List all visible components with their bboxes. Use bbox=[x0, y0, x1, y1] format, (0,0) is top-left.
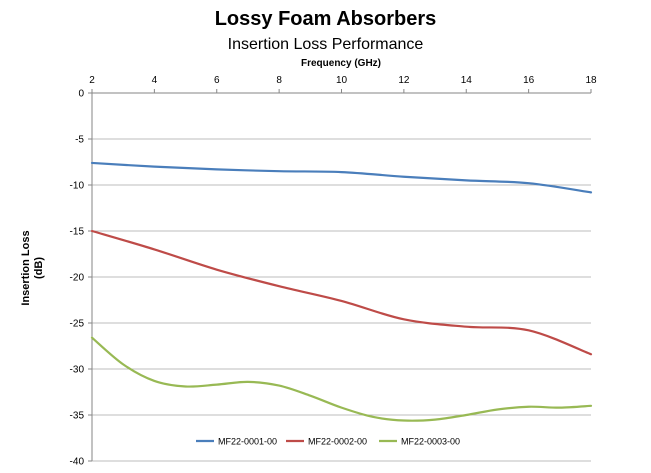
x-tick-label-6: 14 bbox=[461, 75, 473, 86]
chart-title: Lossy Foam Absorbers bbox=[214, 8, 437, 30]
x-tick-label-0: 2 bbox=[89, 75, 95, 86]
y-tick-label-4: -20 bbox=[70, 273, 85, 284]
series-line-2 bbox=[90, 336, 593, 422]
y-tick-label-3: -15 bbox=[70, 227, 85, 238]
y-tick-label-1: -5 bbox=[75, 135, 84, 146]
x-tick-label-8: 18 bbox=[585, 75, 597, 86]
x-tick-label-4: 10 bbox=[336, 75, 348, 86]
chart-subtitle: Insertion Loss Performance bbox=[227, 36, 424, 53]
legend-label-1: MF22-0002-00 bbox=[308, 437, 367, 447]
y-tick-label-2: -10 bbox=[70, 181, 85, 192]
x-tick-label-3: 8 bbox=[276, 75, 282, 86]
y-tick-label-5: -25 bbox=[70, 319, 85, 330]
axes bbox=[88, 89, 592, 462]
y-tick-label-7: -35 bbox=[70, 411, 85, 422]
x-tick-label-7: 16 bbox=[523, 75, 535, 86]
series-line-0 bbox=[90, 161, 593, 194]
y-tick-label-8: -40 bbox=[70, 457, 85, 468]
legend-label-2: MF22-0003-00 bbox=[401, 437, 460, 447]
legend: MF22-0001-00 MF22-0002-00 MF22-0003-00 bbox=[196, 437, 460, 447]
x-axis-label: Frequency (GHz) bbox=[301, 58, 381, 69]
x-tick-label-1: 4 bbox=[152, 75, 158, 86]
legend-label-0: MF22-0001-00 bbox=[218, 437, 277, 447]
y-tick-label-6: -30 bbox=[70, 365, 85, 376]
y-tick-label-0: 0 bbox=[78, 89, 84, 100]
grid-lines bbox=[92, 92, 591, 462]
x-tick-label-5: 12 bbox=[398, 75, 410, 86]
x-tick-labels: 2 4 6 8 10 12 14 16 18 bbox=[89, 75, 597, 86]
series-line-1 bbox=[90, 229, 593, 356]
series-lines bbox=[90, 161, 593, 422]
x-tick-label-2: 6 bbox=[214, 75, 220, 86]
y-tick-labels: 0 -5 -10 -15 -20 -25 -30 -35 -40 bbox=[70, 89, 85, 468]
